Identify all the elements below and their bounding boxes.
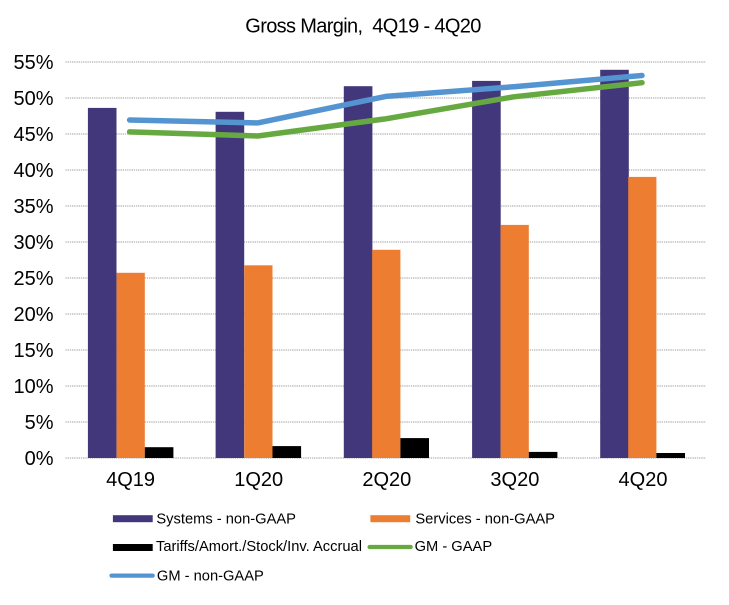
svg-text:4Q20: 4Q20 bbox=[619, 469, 668, 491]
svg-text:35%: 35% bbox=[13, 196, 53, 218]
svg-text:50%: 50% bbox=[13, 88, 53, 110]
svg-text:2Q20: 2Q20 bbox=[362, 469, 411, 491]
svg-text:25%: 25% bbox=[13, 268, 53, 290]
svg-text:3Q20: 3Q20 bbox=[490, 469, 539, 491]
svg-text:4Q19: 4Q19 bbox=[106, 469, 155, 491]
svg-text:Systems - non-GAAP: Systems - non-GAAP bbox=[156, 512, 296, 528]
svg-text:10%: 10% bbox=[13, 376, 53, 398]
svg-text:20%: 20% bbox=[13, 304, 53, 326]
svg-text:GM - GAAP: GM - GAAP bbox=[415, 539, 493, 555]
svg-text:15%: 15% bbox=[13, 340, 53, 362]
svg-text:5%: 5% bbox=[25, 412, 54, 434]
svg-text:1Q20: 1Q20 bbox=[234, 469, 283, 491]
svg-text:30%: 30% bbox=[13, 232, 53, 254]
svg-text:Services - non-GAAP: Services - non-GAAP bbox=[415, 512, 555, 528]
svg-text:Gross Margin, 4Q19 - 4Q20: Gross Margin, 4Q19 - 4Q20 bbox=[245, 16, 481, 38]
svg-text:Tariffs/Amort./Stock/Inv. Accr: Tariffs/Amort./Stock/Inv. Accrual bbox=[156, 539, 362, 555]
svg-text:0%: 0% bbox=[25, 448, 54, 470]
svg-text:GM - non-GAAP: GM - non-GAAP bbox=[157, 568, 264, 584]
svg-text:40%: 40% bbox=[13, 160, 53, 182]
svg-text:55%: 55% bbox=[13, 52, 53, 74]
svg-text:45%: 45% bbox=[13, 124, 53, 146]
